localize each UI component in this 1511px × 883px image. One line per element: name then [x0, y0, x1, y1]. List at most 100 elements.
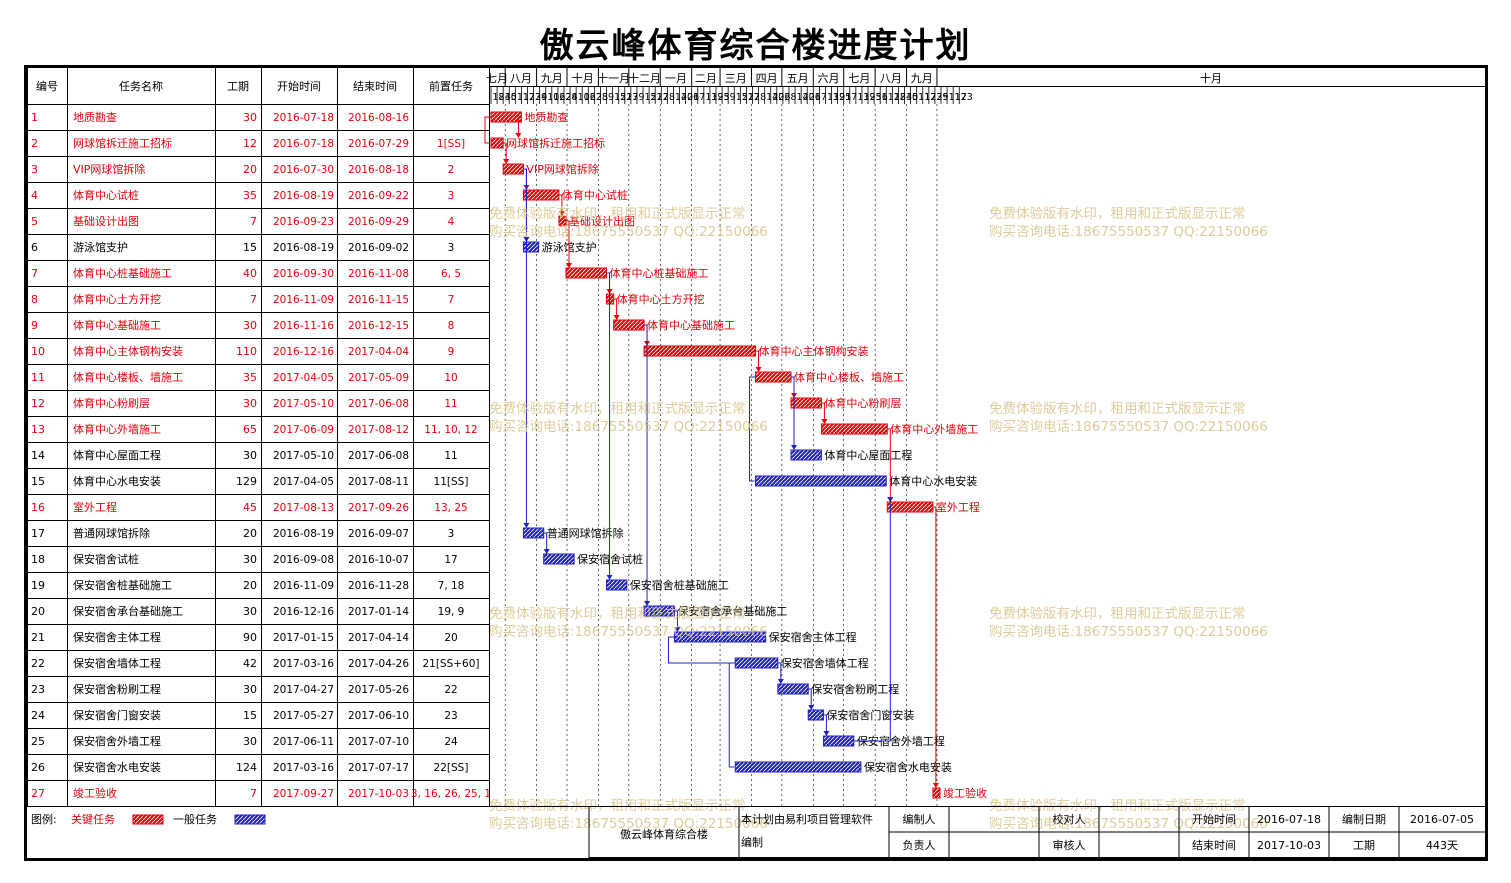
day-label: 14: [766, 92, 778, 103]
legend-label: 图例:: [31, 812, 57, 826]
dependency-link: [484, 116, 491, 144]
task-duration: 30: [243, 683, 257, 696]
task-name: 体育中心屋面工程: [73, 448, 161, 462]
task-bar-label: 体育中心粉刷层: [824, 396, 901, 410]
day-label: 5: [511, 92, 517, 103]
task-id: 7: [31, 267, 38, 280]
task-duration: 35: [243, 371, 257, 384]
day-label: 20: [681, 92, 693, 103]
task-end: 2016-09-22: [348, 190, 409, 202]
task-duration: 7: [250, 787, 257, 800]
day-label: 8: [669, 92, 675, 103]
day-label: 4: [541, 92, 547, 103]
column-header-pred: 前置任务: [429, 79, 473, 93]
task-id: 15: [31, 475, 45, 488]
gantt-frame: 编号 任务名称 工期 开始时间 结束时间 前置任务 1 地质勘查 30 2016-07-18 201…: [24, 65, 1488, 861]
task-end: 2017-05-26: [348, 684, 409, 696]
task-bar-label: 体育中心主体钢构安装: [759, 344, 869, 358]
task-id: 24: [31, 709, 45, 722]
dependency-link: [777, 662, 782, 683]
task-duration: 7: [250, 293, 257, 306]
month-label: 三月: [725, 72, 747, 85]
task-predecessors: 11, 10, 12: [424, 424, 477, 436]
task-start: 2017-03-16: [273, 658, 334, 670]
task-start: 2017-08-13: [273, 502, 334, 514]
task-bar-label: 保安宿舍主体工程: [769, 630, 857, 644]
legend-normal-label: 一般任务: [173, 813, 217, 826]
task-end: 2017-05-09: [348, 372, 409, 384]
task-id: 12: [31, 397, 45, 410]
column-header-dur: 工期: [227, 80, 249, 93]
task-duration: 15: [243, 241, 257, 254]
task-start: 2016-07-30: [273, 164, 334, 176]
month-label: 八月: [880, 72, 902, 85]
day-label: 20: [803, 92, 815, 103]
task-predecessors: 11: [444, 398, 457, 410]
month-label: 四月: [756, 72, 778, 85]
task-end: 2017-06-08: [348, 398, 409, 410]
task-duration: 20: [243, 163, 257, 176]
task-predecessors: 8: [448, 320, 455, 332]
day-label: 28: [596, 92, 608, 103]
task-end: 2017-07-17: [348, 762, 409, 774]
task-duration: 12: [243, 137, 257, 150]
task-duration: 30: [243, 319, 257, 332]
task-predecessors: 7, 18: [438, 580, 465, 592]
task-duration: 30: [243, 735, 257, 748]
task-duration: 40: [243, 267, 257, 280]
task-start: 2016-08-19: [273, 528, 334, 540]
day-label: 1: [845, 92, 851, 103]
day-label: 19: [863, 92, 875, 103]
task-end: 2017-08-11: [348, 476, 409, 488]
task-bar-label: 体育中心楼板、墙施工: [794, 370, 904, 384]
day-label: 21: [651, 92, 663, 103]
task-start: 2017-09-27: [273, 788, 334, 800]
dependency-arrow: [523, 523, 530, 528]
dependency-link: [558, 194, 563, 215]
day-label: 21: [620, 92, 632, 103]
dependency-arrow: [823, 731, 830, 736]
task-bar-label: 室外工程: [936, 500, 980, 514]
task-name: 普通网球馆拆除: [73, 526, 150, 540]
task-predecessors: 22[SS]: [434, 762, 469, 774]
dependency-link: [755, 350, 760, 371]
watermark-text: 购买咨询电话:18675550537 QQ:22150066: [989, 419, 1268, 435]
day-label: 30: [505, 92, 517, 103]
task-start: 2016-08-19: [273, 242, 334, 254]
dependency-arrow: [515, 133, 522, 138]
task-end: 2016-07-29: [348, 138, 409, 150]
task-duration: 65: [243, 423, 257, 436]
dependency-arrow: [887, 497, 894, 502]
task-bar: [490, 111, 522, 123]
task-end: 2017-06-08: [348, 450, 409, 462]
task-duration: 30: [243, 449, 257, 462]
month-label: 六月: [818, 72, 840, 85]
month-label: 一月: [665, 72, 687, 85]
task-duration: 35: [243, 189, 257, 202]
task-id: 27: [31, 787, 45, 800]
footer-start-label: 开始时间: [1192, 812, 1236, 826]
task-end: 2016-11-08: [348, 268, 409, 280]
dependency-link: [823, 714, 827, 735]
task-end: 2016-09-29: [348, 216, 409, 228]
day-label: 26: [809, 92, 821, 103]
legend-critical-label: 关键任务: [71, 812, 115, 826]
task-start: 2017-06-09: [273, 424, 334, 436]
dependency-link: [791, 376, 795, 449]
task-bar-label: 基础设计出图: [569, 214, 635, 228]
dependency-link: [808, 688, 812, 709]
dependency-arrow: [808, 705, 815, 710]
task-predecessors: 9: [448, 346, 455, 358]
day-label: 18: [493, 92, 505, 103]
day-label: 27: [657, 92, 669, 103]
task-name: 保安宿舍外墙工程: [73, 734, 161, 748]
column-header-start: 开始时间: [277, 79, 321, 93]
task-bar: [886, 501, 934, 513]
legend-critical-swatch: [132, 814, 164, 825]
day-label: 23: [930, 92, 942, 103]
task-bar-label: 体育中心水电安装: [889, 474, 977, 488]
task-name: 体育中心粉刷层: [73, 396, 150, 410]
task-name: 体育中心桩基础施工: [73, 266, 172, 280]
task-bar: [755, 371, 792, 383]
day-label: 30: [906, 92, 918, 103]
